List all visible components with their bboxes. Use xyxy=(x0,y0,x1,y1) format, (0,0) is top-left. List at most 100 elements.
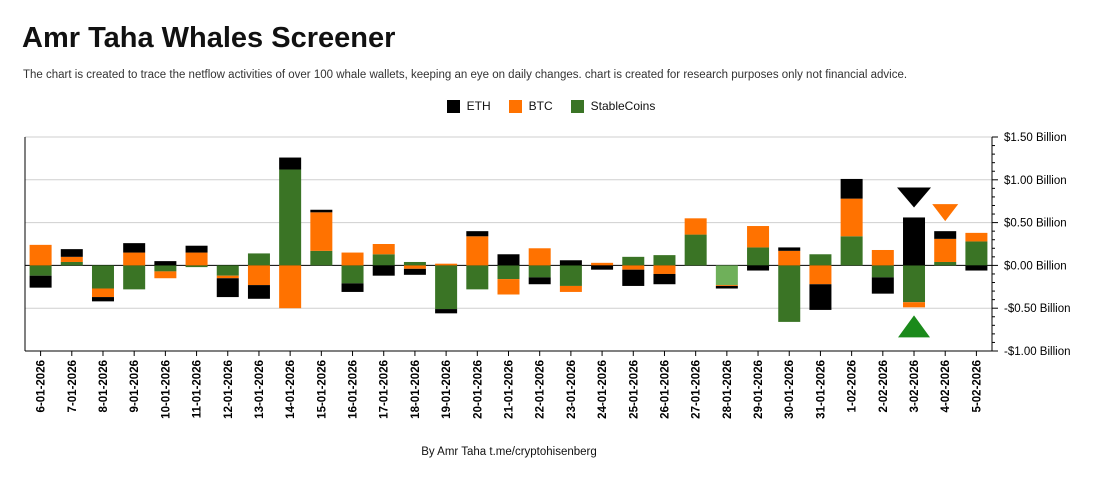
bar-btc-20-01-2026[interactable] xyxy=(466,236,489,266)
bar-stablecoins-15-01-2026[interactable] xyxy=(310,250,333,266)
x-tick-label: 20-01-2026 xyxy=(472,360,484,419)
bar-btc-9-01-2026[interactable] xyxy=(123,252,146,266)
bar-eth-26-01-2026[interactable] xyxy=(653,273,676,285)
x-tick-label: 10-01-2026 xyxy=(160,360,172,419)
bar-btc-22-01-2026[interactable] xyxy=(528,248,551,266)
bar-eth-10-01-2026[interactable] xyxy=(154,261,177,266)
bar-stablecoins-26-01-2026[interactable] xyxy=(653,255,676,266)
bar-eth-22-01-2026[interactable] xyxy=(528,277,551,285)
bar-btc-27-01-2026[interactable] xyxy=(684,218,707,235)
bar-stablecoins-11-01-2026[interactable] xyxy=(185,265,208,268)
legend-item-btc[interactable]: BTC xyxy=(508,99,553,113)
bar-eth-3-02-2026[interactable] xyxy=(903,217,926,266)
bar-stablecoins-30-01-2026[interactable] xyxy=(778,265,801,322)
x-tick-label: 18-01-2026 xyxy=(410,360,422,419)
bar-stablecoins-4-02-2026[interactable] xyxy=(934,261,957,266)
bar-stablecoins-8-01-2026[interactable] xyxy=(91,265,114,289)
bar-eth-8-01-2026[interactable] xyxy=(91,297,114,302)
bar-btc-11-01-2026[interactable] xyxy=(185,252,208,266)
bar-eth-19-01-2026[interactable] xyxy=(435,309,458,314)
bar-stablecoins-3-02-2026[interactable] xyxy=(903,265,926,303)
bar-stablecoins-20-01-2026[interactable] xyxy=(466,265,489,290)
bar-btc-31-01-2026[interactable] xyxy=(809,265,832,285)
bar-eth-18-01-2026[interactable] xyxy=(403,268,426,275)
bar-eth-14-01-2026[interactable] xyxy=(279,157,302,170)
bar-btc-28-01-2026[interactable] xyxy=(715,285,738,286)
bar-eth-30-01-2026[interactable] xyxy=(778,247,801,251)
bar-stablecoins-7-01-2026[interactable] xyxy=(60,261,83,266)
bar-stablecoins-10-01-2026[interactable] xyxy=(154,265,177,272)
bar-btc-17-01-2026[interactable] xyxy=(372,244,395,255)
bar-eth-28-01-2026[interactable] xyxy=(715,285,738,289)
bar-btc-14-01-2026[interactable] xyxy=(279,265,302,309)
legend-item-eth[interactable]: ETH xyxy=(446,99,491,113)
bar-stablecoins-19-01-2026[interactable] xyxy=(435,265,458,310)
bar-eth-20-01-2026[interactable] xyxy=(466,231,489,237)
bar-eth-31-01-2026[interactable] xyxy=(809,284,832,310)
bar-btc-23-01-2026[interactable] xyxy=(559,285,582,292)
bar-stablecoins-29-01-2026[interactable] xyxy=(747,247,770,266)
bar-eth-2-02-2026[interactable] xyxy=(871,277,894,294)
bar-btc-7-01-2026[interactable] xyxy=(60,256,83,262)
bar-btc-21-01-2026[interactable] xyxy=(497,279,520,295)
x-tick-label: 13-01-2026 xyxy=(254,360,266,419)
bar-eth-23-01-2026[interactable] xyxy=(559,260,582,266)
bar-stablecoins-22-01-2026[interactable] xyxy=(528,265,551,278)
bar-btc-26-01-2026[interactable] xyxy=(653,265,676,274)
bar-stablecoins-18-01-2026[interactable] xyxy=(403,261,426,266)
bar-btc-4-02-2026[interactable] xyxy=(934,238,957,262)
legend-item-stablecoins[interactable]: StableCoins xyxy=(570,99,655,113)
bar-btc-12-01-2026[interactable] xyxy=(216,275,239,279)
bar-eth-15-01-2026[interactable] xyxy=(310,209,333,213)
bar-btc-1-02-2026[interactable] xyxy=(840,198,863,237)
bar-stablecoins-9-01-2026[interactable] xyxy=(123,265,146,290)
bar-eth-1-02-2026[interactable] xyxy=(840,178,863,199)
bar-eth-5-02-2026[interactable] xyxy=(965,265,988,271)
bar-btc-16-01-2026[interactable] xyxy=(341,252,364,266)
bar-stablecoins-23-01-2026[interactable] xyxy=(559,265,582,286)
bar-btc-3-02-2026[interactable] xyxy=(903,302,926,308)
chart-title: Amr Taha Whales Screener xyxy=(22,22,396,54)
bar-btc-24-01-2026[interactable] xyxy=(591,262,614,266)
annotation-up-triangle-marker xyxy=(898,315,931,338)
bar-btc-19-01-2026[interactable] xyxy=(435,263,458,266)
bar-eth-6-01-2026[interactable] xyxy=(29,275,52,288)
bar-btc-25-01-2026[interactable] xyxy=(622,265,645,270)
bar-btc-5-02-2026[interactable] xyxy=(965,232,988,242)
bar-stablecoins-31-01-2026[interactable] xyxy=(809,254,832,266)
bar-stablecoins-25-01-2026[interactable] xyxy=(622,256,645,266)
bar-eth-7-01-2026[interactable] xyxy=(60,249,83,257)
bar-stablecoins-27-01-2026[interactable] xyxy=(684,234,707,266)
bar-stablecoins-21-01-2026[interactable] xyxy=(497,265,520,280)
bar-stablecoins-14-01-2026[interactable] xyxy=(279,169,302,266)
bar-eth-9-01-2026[interactable] xyxy=(123,243,146,253)
bar-eth-13-01-2026[interactable] xyxy=(247,285,270,299)
bar-stablecoins-13-01-2026[interactable] xyxy=(247,253,270,266)
bar-btc-13-01-2026[interactable] xyxy=(247,265,270,286)
bar-eth-25-01-2026[interactable] xyxy=(622,269,645,286)
bar-stablecoins-12-01-2026[interactable] xyxy=(216,265,239,276)
bar-eth-4-02-2026[interactable] xyxy=(934,231,957,239)
bar-stablecoins-16-01-2026[interactable] xyxy=(341,265,364,284)
bar-eth-17-01-2026[interactable] xyxy=(372,265,395,276)
bar-eth-29-01-2026[interactable] xyxy=(747,265,770,271)
bar-btc-2-02-2026[interactable] xyxy=(871,249,894,266)
bar-eth-16-01-2026[interactable] xyxy=(341,283,364,292)
bar-btc-15-01-2026[interactable] xyxy=(310,212,333,251)
bar-stablecoins-5-02-2026[interactable] xyxy=(965,241,988,266)
bar-stablecoins-17-01-2026[interactable] xyxy=(372,254,395,266)
bar-btc-18-01-2026[interactable] xyxy=(403,265,426,269)
bar-eth-24-01-2026[interactable] xyxy=(591,265,614,270)
bar-stablecoins-2-02-2026[interactable] xyxy=(871,265,894,278)
bar-stablecoins-28-01-2026[interactable] xyxy=(715,265,738,286)
bar-btc-30-01-2026[interactable] xyxy=(778,250,801,266)
bar-eth-12-01-2026[interactable] xyxy=(216,278,239,298)
bar-eth-11-01-2026[interactable] xyxy=(185,245,208,253)
bar-eth-21-01-2026[interactable] xyxy=(497,254,520,266)
bar-stablecoins-1-02-2026[interactable] xyxy=(840,236,863,266)
bar-btc-8-01-2026[interactable] xyxy=(91,288,114,298)
bar-btc-6-01-2026[interactable] xyxy=(29,244,52,266)
bar-stablecoins-6-01-2026[interactable] xyxy=(29,265,52,276)
bar-btc-29-01-2026[interactable] xyxy=(747,226,770,248)
bar-btc-10-01-2026[interactable] xyxy=(154,271,177,279)
